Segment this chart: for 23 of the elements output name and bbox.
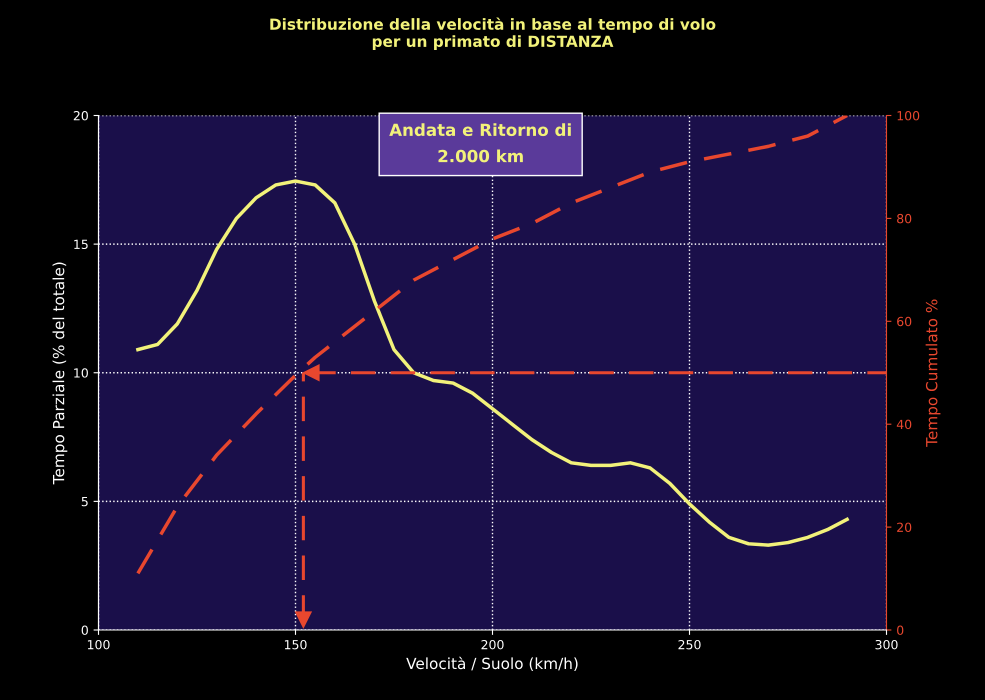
chart-title: Distribuzione della velocità in base al tempo di volo per un primato di DISTANZA xyxy=(270,18,716,50)
line-series xyxy=(136,116,849,576)
x-tick-label: 200 xyxy=(481,640,504,650)
y-axis-title: Tempo Parziale (% del totale) xyxy=(52,262,68,484)
x-tick-label: 250 xyxy=(678,640,701,650)
y-tick-label: 20 xyxy=(74,110,88,120)
y-tick-label: 5 xyxy=(82,497,88,506)
y-tick-label: 10 xyxy=(74,368,88,378)
y2-tick-label: 20 xyxy=(897,522,912,532)
y2-tick-label: 0 xyxy=(897,625,904,635)
y2-axis-title: Tempo Cumulato % xyxy=(926,300,940,447)
y2-tick-label: 60 xyxy=(897,316,912,326)
y2-tick-label: 80 xyxy=(897,214,912,224)
x-tick-label: 150 xyxy=(284,640,307,650)
line-series xyxy=(136,179,849,547)
annotation: Andata e Ritorno di 2.000 km xyxy=(389,123,571,162)
x-tick-label: 100 xyxy=(88,640,110,650)
x-tick-label: 300 xyxy=(876,640,898,650)
y-tick-label: 15 xyxy=(74,240,88,250)
x-axis-title: Velocità / Suolo (km/h) xyxy=(406,656,578,671)
y-tick-label: 0 xyxy=(82,625,88,635)
y2-tick-label: 40 xyxy=(896,420,912,430)
y2-tick-label: 100 xyxy=(898,110,920,120)
